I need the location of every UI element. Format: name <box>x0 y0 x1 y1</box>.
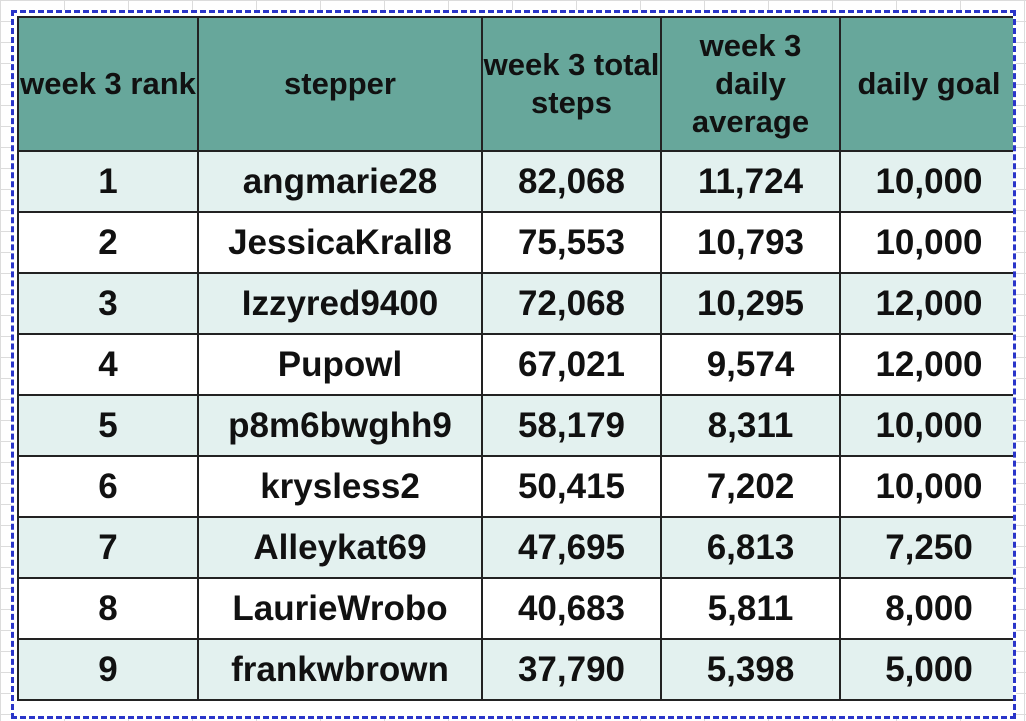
cell-total-steps[interactable]: 82,068 <box>481 150 662 213</box>
header-rank[interactable]: week 3 rank <box>17 16 199 152</box>
cell-stepper[interactable]: p8m6bwghh9 <box>197 394 483 457</box>
header-stepper[interactable]: stepper <box>197 16 483 152</box>
cell-total-steps[interactable]: 37,790 <box>481 638 662 701</box>
cell-total-steps[interactable]: 50,415 <box>481 455 662 518</box>
cell-stepper[interactable]: Alleykat69 <box>197 516 483 579</box>
cell-range-selection[interactable]: week 3 rank stepper week 3 total steps w… <box>11 10 1016 719</box>
cell-daily-goal[interactable]: 5,000 <box>839 638 1013 701</box>
table-row: 1 angmarie28 82,068 11,724 10,000 <box>17 150 1013 213</box>
cell-rank[interactable]: 1 <box>17 150 199 213</box>
table-row: 6 krysless2 50,415 7,202 10,000 <box>17 455 1013 518</box>
cell-total-steps[interactable]: 47,695 <box>481 516 662 579</box>
cell-stepper[interactable]: Pupowl <box>197 333 483 396</box>
cell-rank[interactable]: 2 <box>17 211 199 274</box>
table-row: 7 Alleykat69 47,695 6,813 7,250 <box>17 516 1013 579</box>
cell-daily-average[interactable]: 5,811 <box>660 577 841 640</box>
cell-daily-goal[interactable]: 12,000 <box>839 272 1013 335</box>
cell-daily-average[interactable]: 9,574 <box>660 333 841 396</box>
table-row: 9 frankwbrown 37,790 5,398 5,000 <box>17 638 1013 701</box>
table-row: 8 LaurieWrobo 40,683 5,811 8,000 <box>17 577 1013 640</box>
cell-stepper[interactable]: frankwbrown <box>197 638 483 701</box>
cell-total-steps[interactable]: 40,683 <box>481 577 662 640</box>
table-row: 5 p8m6bwghh9 58,179 8,311 10,000 <box>17 394 1013 457</box>
steps-leaderboard-table: week 3 rank stepper week 3 total steps w… <box>17 16 1013 701</box>
table-row: 2 JessicaKrall8 75,553 10,793 10,000 <box>17 211 1013 274</box>
cell-daily-average[interactable]: 10,295 <box>660 272 841 335</box>
cell-total-steps[interactable]: 67,021 <box>481 333 662 396</box>
cell-rank[interactable]: 9 <box>17 638 199 701</box>
table-row: 3 Izzyred9400 72,068 10,295 12,000 <box>17 272 1013 335</box>
table-row: 4 Pupowl 67,021 9,574 12,000 <box>17 333 1013 396</box>
cell-stepper[interactable]: angmarie28 <box>197 150 483 213</box>
cell-daily-goal[interactable]: 10,000 <box>839 150 1013 213</box>
cell-rank[interactable]: 8 <box>17 577 199 640</box>
cell-stepper[interactable]: LaurieWrobo <box>197 577 483 640</box>
cell-total-steps[interactable]: 75,553 <box>481 211 662 274</box>
cell-rank[interactable]: 6 <box>17 455 199 518</box>
header-total-steps[interactable]: week 3 total steps <box>481 16 662 152</box>
cell-total-steps[interactable]: 72,068 <box>481 272 662 335</box>
header-daily-average[interactable]: week 3 daily average <box>660 16 841 152</box>
header-daily-goal[interactable]: daily goal <box>839 16 1013 152</box>
cell-daily-average[interactable]: 10,793 <box>660 211 841 274</box>
cell-rank[interactable]: 4 <box>17 333 199 396</box>
cell-daily-average[interactable]: 7,202 <box>660 455 841 518</box>
cell-daily-average[interactable]: 6,813 <box>660 516 841 579</box>
cell-daily-average[interactable]: 11,724 <box>660 150 841 213</box>
cell-daily-goal[interactable]: 7,250 <box>839 516 1013 579</box>
cell-stepper[interactable]: krysless2 <box>197 455 483 518</box>
cell-rank[interactable]: 3 <box>17 272 199 335</box>
cell-daily-goal[interactable]: 12,000 <box>839 333 1013 396</box>
cell-rank[interactable]: 5 <box>17 394 199 457</box>
cell-daily-average[interactable]: 5,398 <box>660 638 841 701</box>
cell-daily-goal[interactable]: 8,000 <box>839 577 1013 640</box>
cell-daily-goal[interactable]: 10,000 <box>839 455 1013 518</box>
cell-rank[interactable]: 7 <box>17 516 199 579</box>
cell-daily-goal[interactable]: 10,000 <box>839 211 1013 274</box>
cell-daily-average[interactable]: 8,311 <box>660 394 841 457</box>
header-row: week 3 rank stepper week 3 total steps w… <box>17 16 1013 152</box>
cell-stepper[interactable]: JessicaKrall8 <box>197 211 483 274</box>
cell-daily-goal[interactable]: 10,000 <box>839 394 1013 457</box>
cell-total-steps[interactable]: 58,179 <box>481 394 662 457</box>
cell-stepper[interactable]: Izzyred9400 <box>197 272 483 335</box>
